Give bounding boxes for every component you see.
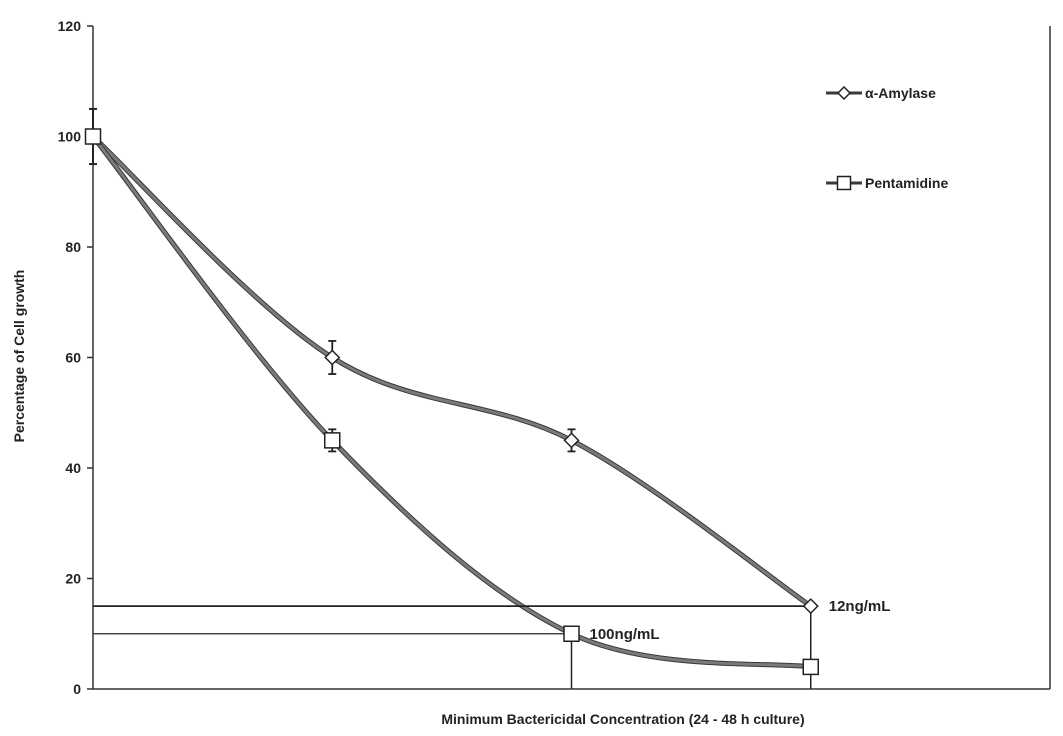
y-tick-label: 100 (58, 129, 82, 145)
annotations: 12ng/mL 100ng/mL (590, 598, 891, 643)
y-tick-label: 120 (58, 18, 82, 34)
legend: α-Amylase Pentamidine (826, 85, 948, 191)
y-ticks: 0 20 40 60 80 100 120 (58, 18, 93, 697)
diamond-marker (324, 349, 341, 366)
legend-diamond-marker (836, 85, 852, 101)
y-tick-label: 80 (65, 239, 81, 255)
legend-label: α-Amylase (865, 85, 936, 101)
y-tick-label: 0 (73, 681, 81, 697)
square-marker (563, 625, 580, 642)
legend-label: Pentamidine (865, 175, 948, 191)
x-axis-title: Minimum Bactericidal Concentration (24 -… (441, 711, 804, 727)
series-line (91, 135, 813, 608)
square-marker (84, 128, 102, 145)
mbc-label: 100ng/mL (590, 626, 660, 643)
mbc-label: 12ng/mL (829, 598, 891, 615)
diamond-marker (802, 598, 819, 615)
y-tick-label: 40 (65, 460, 81, 476)
series-curves (90, 134, 814, 670)
square-marker (324, 432, 341, 449)
series-line (91, 135, 813, 669)
square-marker (802, 658, 819, 676)
series-markers (84, 107, 819, 676)
y-tick-label: 60 (65, 350, 81, 366)
axes (92, 26, 1051, 690)
reference-lines (93, 605, 812, 689)
y-tick-label: 20 (65, 571, 81, 587)
series-line-outline (90, 134, 814, 609)
legend-square-marker (836, 175, 852, 191)
y-axis-title: Percentage of Cell growth (11, 270, 27, 443)
diamond-marker (563, 432, 580, 449)
